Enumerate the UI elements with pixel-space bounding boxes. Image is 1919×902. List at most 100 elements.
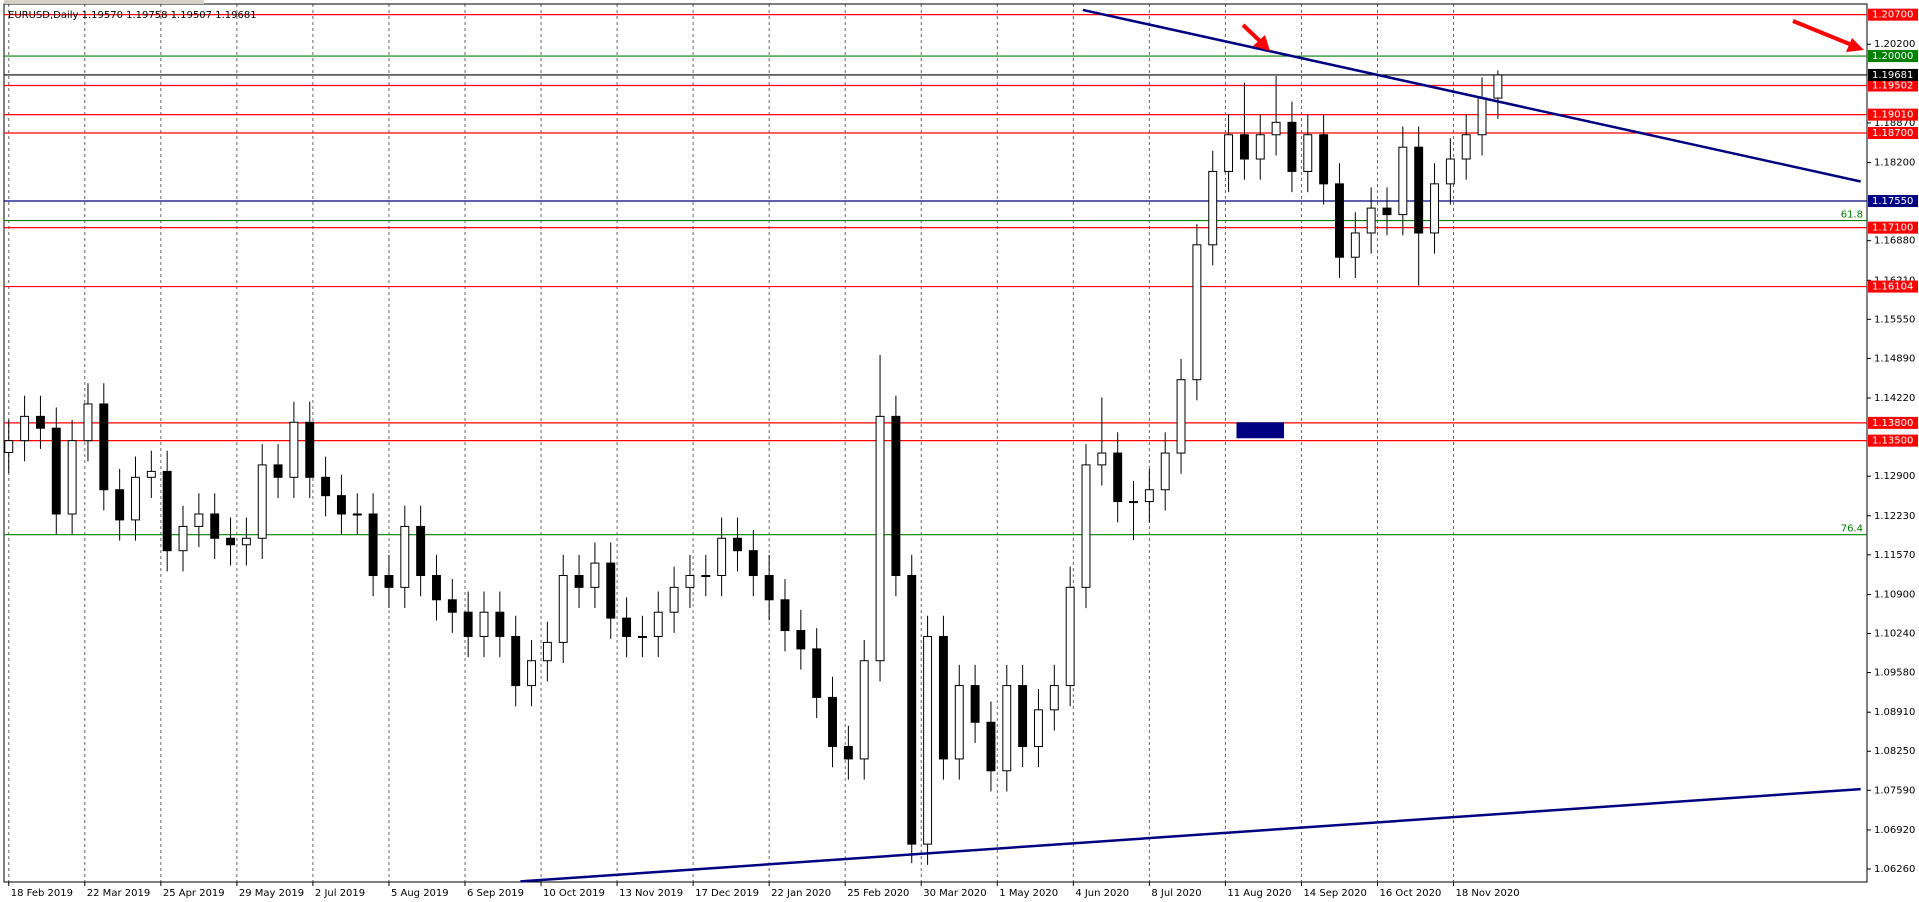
candle-body (986, 721, 996, 772)
candle-body (1129, 501, 1138, 504)
y-tick-label: 1.14890 (1874, 353, 1915, 364)
level-label-box (1868, 108, 1918, 121)
axis-layer: 18 Feb 2019 22 Mar 2019 25 Apr 2019 29 May … (8, 8, 1918, 899)
x-tick-label: 1 May 2020 (999, 888, 1058, 899)
candle-body (875, 415, 885, 662)
candle-body (812, 648, 822, 698)
level-label: 1.19502 (1872, 81, 1913, 92)
x-tick-label: 18 Nov 2020 (1456, 888, 1520, 899)
candle-body (432, 575, 441, 601)
level-label-box (1868, 280, 1918, 293)
candle-body (796, 630, 806, 650)
arrow-head (1846, 38, 1864, 52)
candle-body (891, 415, 901, 577)
y-tick-label: 1.09580 (1874, 668, 1915, 679)
candle-body (622, 617, 632, 637)
candle-body (1192, 244, 1202, 381)
candle-body (1208, 170, 1218, 246)
candle-body (1065, 586, 1075, 687)
candle-body (1113, 452, 1123, 503)
candle-body (1461, 134, 1471, 160)
candle-body (574, 575, 584, 588)
candle-body (511, 635, 521, 687)
candle-body (558, 575, 568, 643)
x-tick-label: 11 Aug 2020 (1227, 888, 1291, 899)
x-tick-label: 8 Jul 2020 (1151, 888, 1201, 899)
candle-body (400, 525, 410, 588)
current-price-label-box (1868, 68, 1918, 81)
level-label: 1.17550 (1872, 196, 1913, 207)
level-label-box (1868, 8, 1918, 21)
candle-body (859, 660, 869, 760)
candle-body (194, 513, 204, 527)
y-tick-label: 1.06920 (1874, 825, 1915, 836)
candle-body (606, 562, 616, 619)
candle-body (701, 575, 711, 578)
candle-body (1049, 685, 1059, 711)
candle-body (748, 550, 758, 577)
y-tick-label: 1.10240 (1874, 629, 1915, 640)
level-label-box (1868, 221, 1918, 234)
trendline (520, 787, 1861, 883)
x-tick-label: 25 Apr 2019 (163, 888, 225, 899)
x-tick-label: 22 Mar 2019 (87, 888, 150, 899)
x-tick-label: 30 Mar 2020 (923, 888, 986, 899)
candle-body (352, 513, 362, 516)
level-label: 1.20700 (1872, 10, 1913, 21)
candle-body (733, 537, 742, 552)
candle-body (99, 403, 109, 491)
candle-body (1160, 452, 1170, 491)
candle-body (51, 427, 61, 515)
candle-body (67, 440, 77, 515)
level-label: 1.13500 (1872, 436, 1913, 447)
level-label: 1.13800 (1872, 418, 1913, 429)
x-tick-label: 13 Nov 2019 (619, 888, 683, 899)
tab-strip (4, 0, 204, 4)
candle-body (923, 635, 933, 845)
level-label-box (1868, 195, 1918, 208)
chart-header: EURUSD,Daily 1.19570 1.19758 1.19507 1.1… (8, 10, 257, 21)
trendline (1082, 8, 1861, 183)
level-label-box (1868, 126, 1918, 139)
candle-body (780, 599, 790, 632)
candle-body (637, 635, 647, 638)
x-tick-label: 6 Sep 2019 (467, 888, 524, 899)
level-label-box (1868, 434, 1918, 447)
candle-body (717, 537, 727, 577)
annotation-arrow (1241, 19, 1864, 52)
candle-body (162, 470, 172, 552)
candle-body (178, 525, 188, 552)
candle-body (1303, 134, 1313, 172)
candle-body (590, 562, 600, 588)
level-label: 1.17100 (1872, 223, 1913, 234)
y-tick-label: 1.08250 (1874, 746, 1915, 757)
candles-layer (4, 70, 1503, 865)
candle-body (1350, 232, 1360, 258)
candle-body (669, 586, 679, 613)
candle-body (1319, 134, 1329, 185)
arrow-shaft (1792, 19, 1853, 47)
candle-body (1081, 464, 1091, 588)
candle-body (527, 660, 536, 687)
candle-body (1034, 709, 1043, 748)
candle-body (542, 641, 552, 662)
y-tick-label: 1.06260 (1874, 864, 1915, 875)
candle-body (1144, 489, 1154, 503)
candle-body (843, 746, 853, 760)
candle-body (257, 464, 267, 539)
candle-body (447, 599, 457, 613)
candle-body (115, 489, 125, 521)
candle-body (20, 415, 30, 442)
level-label-box (1868, 416, 1918, 429)
current-price-label: 1.19681 (1872, 70, 1913, 81)
level-label: 1.18700 (1872, 128, 1913, 139)
y-tick-label: 1.12900 (1874, 471, 1915, 482)
candle-body (226, 537, 235, 546)
candle-body (1002, 685, 1012, 772)
x-tick-label: 5 Aug 2019 (391, 888, 449, 899)
candle-body (828, 696, 837, 748)
candle-body (938, 635, 948, 760)
x-tick-label: 14 Sep 2020 (1303, 888, 1366, 899)
y-tick-label: 1.18200 (1874, 158, 1915, 169)
